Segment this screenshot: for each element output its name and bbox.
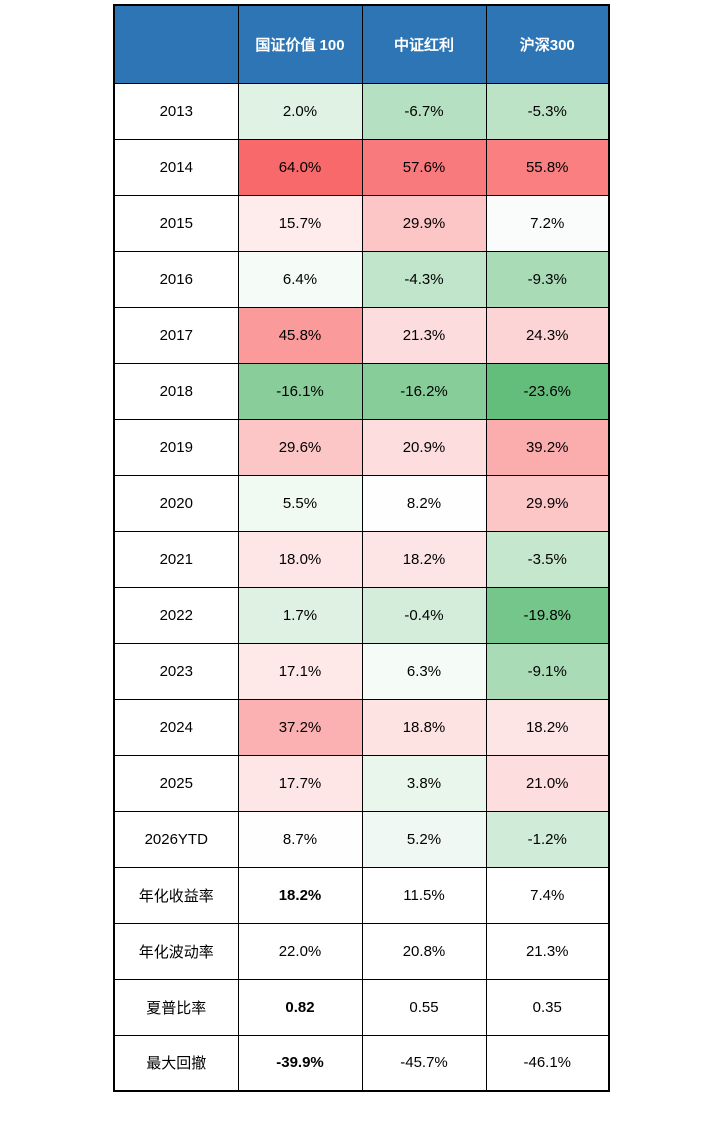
value-cell: 1.7% xyxy=(237,586,363,644)
value-cell: 21.3% xyxy=(485,922,610,980)
table-row: 年化收益率 18.2% 11.5% 7.4% xyxy=(113,866,610,924)
table-row: 最大回撤 -39.9% -45.7% -46.1% xyxy=(113,1034,610,1092)
column-header: 中证红利 xyxy=(361,4,487,84)
row-label-cell: 年化收益率 xyxy=(113,866,239,924)
row-label-cell: 2026YTD xyxy=(113,810,239,868)
value-cell: 29.9% xyxy=(485,474,610,532)
value-cell: -5.3% xyxy=(485,82,610,140)
value-cell: 22.0% xyxy=(237,922,363,980)
value-cell: -19.8% xyxy=(485,586,610,644)
table-row: 夏普比率 0.82 0.55 0.35 xyxy=(113,978,610,1036)
value-cell: 18.8% xyxy=(361,698,487,756)
row-label-cell: 2014 xyxy=(113,138,239,196)
value-cell: 64.0% xyxy=(237,138,363,196)
row-label-cell: 2015 xyxy=(113,194,239,252)
value-cell: 18.0% xyxy=(237,530,363,588)
value-cell: -16.2% xyxy=(361,362,487,420)
value-cell: 21.0% xyxy=(485,754,610,812)
value-cell: 45.8% xyxy=(237,306,363,364)
value-cell: -16.1% xyxy=(237,362,363,420)
value-cell: 29.9% xyxy=(361,194,487,252)
table-row: 2026YTD 8.7% 5.2% -1.2% xyxy=(113,810,610,868)
value-cell: 0.55 xyxy=(361,978,487,1036)
row-label-cell: 夏普比率 xyxy=(113,978,239,1036)
table-row: 2015 15.7% 29.9% 7.2% xyxy=(113,194,610,252)
value-cell: 29.6% xyxy=(237,418,363,476)
value-cell: -23.6% xyxy=(485,362,610,420)
value-cell: 55.8% xyxy=(485,138,610,196)
value-cell: 8.7% xyxy=(237,810,363,868)
value-cell: -0.4% xyxy=(361,586,487,644)
value-cell: 18.2% xyxy=(485,698,610,756)
value-cell: 17.1% xyxy=(237,642,363,700)
value-cell: 20.8% xyxy=(361,922,487,980)
table-row: 2018 -16.1% -16.2% -23.6% xyxy=(113,362,610,420)
value-cell: 2.0% xyxy=(237,82,363,140)
value-cell: 37.2% xyxy=(237,698,363,756)
row-label-cell: 2025 xyxy=(113,754,239,812)
value-cell: 5.2% xyxy=(361,810,487,868)
column-header: 沪深300 xyxy=(485,4,610,84)
table-row: 2023 17.1% 6.3% -9.1% xyxy=(113,642,610,700)
value-cell: 57.6% xyxy=(361,138,487,196)
value-cell: 7.4% xyxy=(485,866,610,924)
value-cell: 11.5% xyxy=(361,866,487,924)
table-row: 2016 6.4% -4.3% -9.3% xyxy=(113,250,610,308)
table-row: 2014 64.0% 57.6% 55.8% xyxy=(113,138,610,196)
value-cell: -9.3% xyxy=(485,250,610,308)
value-cell: -3.5% xyxy=(485,530,610,588)
value-cell: -9.1% xyxy=(485,642,610,700)
value-cell: 6.3% xyxy=(361,642,487,700)
table-row: 2025 17.7% 3.8% 21.0% xyxy=(113,754,610,812)
value-cell: 8.2% xyxy=(361,474,487,532)
value-cell: 39.2% xyxy=(485,418,610,476)
row-label-cell: 年化波动率 xyxy=(113,922,239,980)
value-cell: 18.2% xyxy=(361,530,487,588)
row-label-cell: 最大回撤 xyxy=(113,1034,239,1092)
table-row: 2022 1.7% -0.4% -19.8% xyxy=(113,586,610,644)
value-cell: -46.1% xyxy=(485,1034,610,1092)
table-header: 国证价值 100 中证红利 沪深300 xyxy=(113,4,610,84)
value-cell: 3.8% xyxy=(361,754,487,812)
value-cell: -6.7% xyxy=(361,82,487,140)
table-row: 2020 5.5% 8.2% 29.9% xyxy=(113,474,610,532)
corner-header-cell xyxy=(113,4,239,84)
value-cell: 21.3% xyxy=(361,306,487,364)
value-cell: -45.7% xyxy=(361,1034,487,1092)
value-cell: -4.3% xyxy=(361,250,487,308)
value-cell: 5.5% xyxy=(237,474,363,532)
row-label-cell: 2013 xyxy=(113,82,239,140)
value-cell: 17.7% xyxy=(237,754,363,812)
value-cell: -39.9% xyxy=(237,1034,363,1092)
table-row: 2021 18.0% 18.2% -3.5% xyxy=(113,530,610,588)
header-row: 国证价值 100 中证红利 沪深300 xyxy=(113,4,610,84)
row-label-cell: 2017 xyxy=(113,306,239,364)
value-cell: -1.2% xyxy=(485,810,610,868)
row-label-cell: 2023 xyxy=(113,642,239,700)
table-body: 2013 2.0% -6.7% -5.3% 2014 64.0% 57.6% 55.8% 201… xyxy=(113,82,610,1092)
value-cell: 7.2% xyxy=(485,194,610,252)
value-cell: 0.82 xyxy=(237,978,363,1036)
value-cell: 15.7% xyxy=(237,194,363,252)
returns-comparison-table: 国证价值 100 中证红利 沪深300 2013 2.0% -6.7% -5.3% 2014… xyxy=(113,4,610,1092)
row-label-cell: 2021 xyxy=(113,530,239,588)
table-row: 2019 29.6% 20.9% 39.2% xyxy=(113,418,610,476)
table-row: 年化波动率 22.0% 20.8% 21.3% xyxy=(113,922,610,980)
row-label-cell: 2016 xyxy=(113,250,239,308)
value-cell: 0.35 xyxy=(485,978,610,1036)
value-cell: 24.3% xyxy=(485,306,610,364)
column-header: 国证价值 100 xyxy=(237,4,363,84)
value-cell: 6.4% xyxy=(237,250,363,308)
value-cell: 18.2% xyxy=(237,866,363,924)
row-label-cell: 2024 xyxy=(113,698,239,756)
row-label-cell: 2018 xyxy=(113,362,239,420)
row-label-cell: 2019 xyxy=(113,418,239,476)
row-label-cell: 2022 xyxy=(113,586,239,644)
value-cell: 20.9% xyxy=(361,418,487,476)
table-row: 2013 2.0% -6.7% -5.3% xyxy=(113,82,610,140)
row-label-cell: 2020 xyxy=(113,474,239,532)
table-row: 2017 45.8% 21.3% 24.3% xyxy=(113,306,610,364)
table-row: 2024 37.2% 18.8% 18.2% xyxy=(113,698,610,756)
